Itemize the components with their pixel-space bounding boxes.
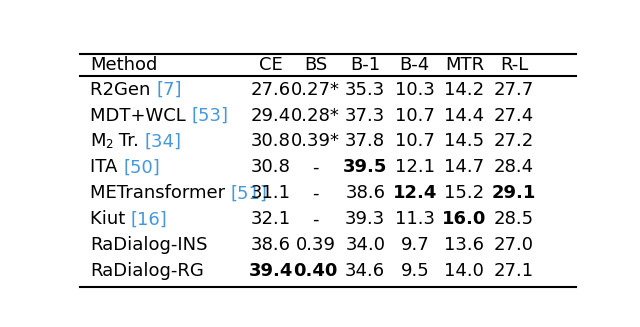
Text: -: -	[312, 210, 319, 228]
Text: 10.7: 10.7	[395, 107, 435, 125]
Text: [50]: [50]	[123, 158, 160, 176]
Text: 0.40: 0.40	[293, 262, 338, 280]
Text: 0.39*: 0.39*	[291, 132, 340, 150]
Text: Method: Method	[90, 56, 157, 74]
Text: CE: CE	[259, 56, 283, 74]
Text: 35.3: 35.3	[345, 80, 385, 99]
Text: BS: BS	[304, 56, 327, 74]
Text: ITA: ITA	[90, 158, 123, 176]
Text: 14.5: 14.5	[444, 132, 484, 150]
Text: 39.3: 39.3	[345, 210, 385, 228]
Text: 13.6: 13.6	[444, 236, 484, 254]
Text: 12.1: 12.1	[395, 158, 435, 176]
Text: [34]: [34]	[145, 132, 182, 150]
Text: M: M	[90, 132, 106, 150]
Text: 37.8: 37.8	[345, 132, 385, 150]
Text: 11.3: 11.3	[395, 210, 435, 228]
Text: 39.4: 39.4	[249, 262, 293, 280]
Text: 28.5: 28.5	[494, 210, 534, 228]
Text: 14.0: 14.0	[444, 262, 484, 280]
Text: Tr.: Tr.	[113, 132, 145, 150]
Text: 10.3: 10.3	[395, 80, 435, 99]
Text: 30.8: 30.8	[251, 132, 291, 150]
Text: 34.0: 34.0	[345, 236, 385, 254]
Text: 9.7: 9.7	[401, 236, 429, 254]
Text: MTR: MTR	[445, 56, 484, 74]
Text: RaDialog-INS: RaDialog-INS	[90, 236, 207, 254]
Text: 12.4: 12.4	[392, 184, 437, 202]
Text: 38.6: 38.6	[251, 236, 291, 254]
Text: 29.1: 29.1	[492, 184, 536, 202]
Text: 31.1: 31.1	[251, 184, 291, 202]
Text: -: -	[312, 158, 319, 176]
Text: 14.7: 14.7	[444, 158, 484, 176]
Text: [16]: [16]	[131, 210, 168, 228]
Text: 29.4: 29.4	[251, 107, 291, 125]
Text: 14.2: 14.2	[444, 80, 484, 99]
Text: R-L: R-L	[500, 56, 528, 74]
Text: 34.6: 34.6	[345, 262, 385, 280]
Text: METransformer: METransformer	[90, 184, 231, 202]
Text: 28.4: 28.4	[494, 158, 534, 176]
Text: 27.1: 27.1	[494, 262, 534, 280]
Text: 0.39: 0.39	[296, 236, 335, 254]
Text: Kiut: Kiut	[90, 210, 131, 228]
Text: 2: 2	[106, 138, 113, 151]
Text: MDT+WCL: MDT+WCL	[90, 107, 191, 125]
Text: 39.5: 39.5	[343, 158, 387, 176]
Text: 9.5: 9.5	[401, 262, 429, 280]
Text: [7]: [7]	[156, 80, 182, 99]
Text: [53]: [53]	[191, 107, 228, 125]
Text: 15.2: 15.2	[444, 184, 484, 202]
Text: 32.1: 32.1	[251, 210, 291, 228]
Text: 30.8: 30.8	[251, 158, 291, 176]
Text: 27.6: 27.6	[251, 80, 291, 99]
Text: RaDialog-RG: RaDialog-RG	[90, 262, 204, 280]
Text: 14.4: 14.4	[444, 107, 484, 125]
Text: -: -	[312, 184, 319, 202]
Text: 27.0: 27.0	[494, 236, 534, 254]
Text: B-4: B-4	[399, 56, 430, 74]
Text: R2Gen: R2Gen	[90, 80, 156, 99]
Text: 27.4: 27.4	[494, 107, 534, 125]
Text: 16.0: 16.0	[442, 210, 486, 228]
Text: [51]: [51]	[231, 184, 268, 202]
Text: 10.7: 10.7	[395, 132, 435, 150]
Text: B-1: B-1	[350, 56, 380, 74]
Text: 0.27*: 0.27*	[291, 80, 340, 99]
Text: 27.2: 27.2	[494, 132, 534, 150]
Text: 38.6: 38.6	[345, 184, 385, 202]
Text: 27.7: 27.7	[494, 80, 534, 99]
Text: 0.28*: 0.28*	[291, 107, 340, 125]
Text: 37.3: 37.3	[345, 107, 385, 125]
